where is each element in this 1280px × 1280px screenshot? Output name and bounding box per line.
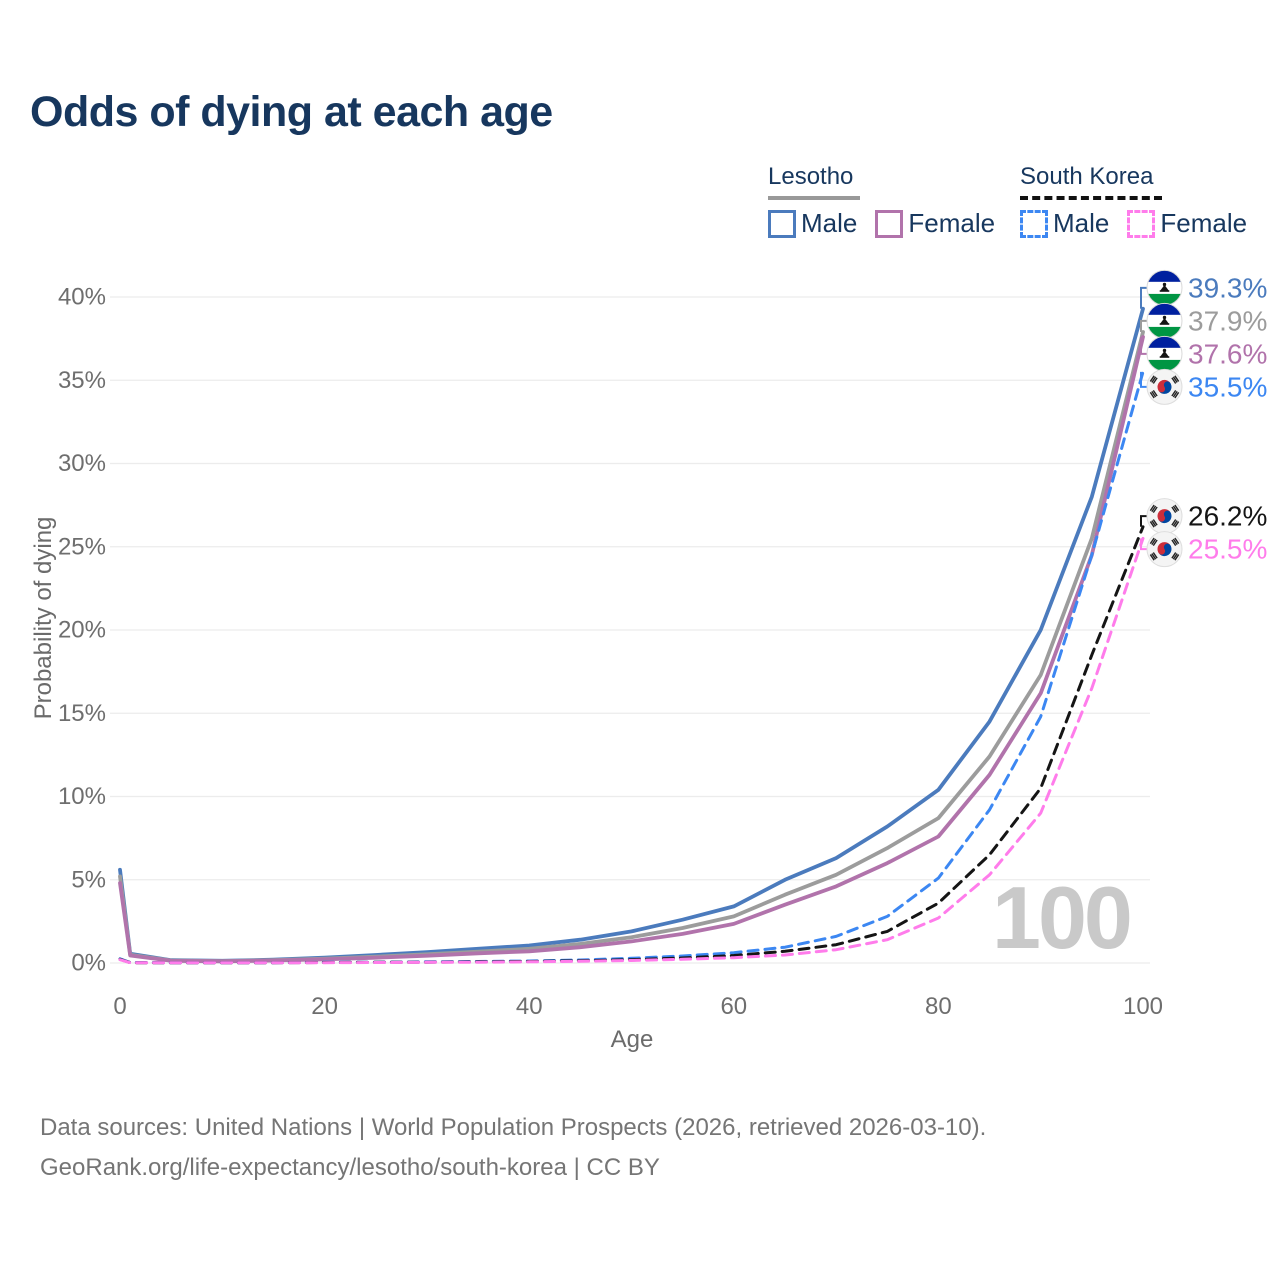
attribution-line: GeoRank.org/life-expectancy/lesotho/sout… (40, 1154, 660, 1181)
legend-item-south-korea-female[interactable]: Female (1127, 208, 1247, 239)
series-layer (118, 306, 1145, 965)
end-label-connector-south-korea-total (1140, 515, 1147, 527)
end-value-label-lesotho-female: 37.6% (1188, 338, 1267, 369)
y-tick-label: 10% (58, 783, 106, 810)
south-korea-male-swatch-icon (1020, 209, 1048, 238)
south-korea-flag-icon (1146, 368, 1183, 405)
end-value-label-south-korea-total: 26.2% (1188, 501, 1267, 532)
end-label-connector-lesotho-total (1140, 319, 1147, 332)
x-tick-label: 0 (113, 993, 126, 1020)
legend-header-lesotho[interactable]: Lesotho (768, 163, 854, 190)
legend-row-south-korea: Male Female (1020, 208, 1247, 239)
y-tick-label: 5% (71, 866, 106, 893)
legend-group-lesotho: Lesotho Male Female (768, 163, 995, 239)
line-lesotho-female[interactable] (118, 335, 1145, 964)
line-lesotho-male[interactable] (118, 306, 1145, 963)
lesotho-flag-icon (1147, 270, 1183, 306)
footer: Data sources: United Nations | World Pop… (40, 1108, 986, 1188)
legend-label-lesotho-male: Male (801, 208, 858, 238)
x-tick-label: 20 (311, 993, 338, 1020)
lesotho-male-swatch-icon (768, 209, 796, 238)
data-source-line: Data sources: United Nations | World Pop… (40, 1114, 987, 1141)
y-tick-label: 40% (58, 284, 106, 311)
lesotho-female-swatch-icon (875, 209, 904, 238)
y-tick-label: 0% (71, 950, 106, 977)
lesotho-flag-icon (1147, 336, 1183, 372)
y-tick-label: 15% (58, 700, 106, 727)
legend-header-south-korea[interactable]: South Korea (1020, 163, 1154, 190)
y-tick-label: 35% (58, 367, 106, 394)
south-korea-line-style-sample (1020, 196, 1162, 200)
end-value-label-lesotho-male: 39.3% (1188, 272, 1267, 303)
age-watermark: 100 (992, 868, 1133, 967)
legend-label-south-korea-female: Female (1160, 208, 1248, 238)
lesotho-flag-icon (1147, 303, 1183, 339)
y-tick-label: 30% (58, 450, 106, 477)
south-korea-flag-icon (1146, 531, 1183, 568)
x-tick-label: 100 (1123, 993, 1163, 1020)
legend: Lesotho Male Female South Korea Male (768, 163, 1268, 243)
end-value-label-south-korea-male: 35.5% (1188, 371, 1267, 402)
legend-group-south-korea: South Korea Male Female (1020, 163, 1247, 239)
end-label-connector-lesotho-female (1140, 337, 1147, 355)
x-tick-label: 40 (516, 993, 543, 1020)
end-value-label-lesotho-total: 37.9% (1188, 305, 1267, 336)
line-south-korea-female[interactable] (118, 536, 1145, 965)
lesotho-line-style-sample (768, 196, 860, 200)
legend-label-south-korea-male: Male (1053, 208, 1110, 238)
y-tick-label: 25% (58, 533, 106, 560)
line-south-korea-total[interactable] (118, 525, 1145, 965)
legend-label-lesotho-female: Female (908, 208, 996, 238)
south-korea-female-swatch-icon (1127, 209, 1156, 238)
legend-row-lesotho: Male Female (768, 208, 995, 239)
south-korea-flag-icon (1146, 498, 1183, 535)
end-label-layer: 39.3%37.9%37.6%35.5% 26.2%25.5% (1140, 270, 1267, 568)
line-lesotho-total[interactable] (118, 330, 1145, 964)
page-title: Odds of dying at each age (30, 88, 553, 136)
end-label-connector-south-korea-male (1140, 371, 1147, 388)
legend-item-south-korea-male[interactable]: Male (1020, 208, 1109, 239)
x-axis-title: Age (610, 1026, 654, 1053)
x-tick-label: 80 (925, 993, 952, 1020)
end-label-connector-south-korea-female (1140, 538, 1147, 551)
grid-layer: 0% 5% 10% 15% 20% 25% 30% 35% 40% 0 20 40 60 80 100 (58, 284, 1163, 1021)
legend-item-lesotho-male[interactable]: Male (768, 208, 857, 239)
x-tick-label: 60 (720, 993, 747, 1020)
end-label-connector-lesotho-male (1140, 286, 1147, 309)
y-tick-label: 20% (58, 617, 106, 644)
legend-item-lesotho-female[interactable]: Female (875, 208, 995, 239)
end-value-label-south-korea-female: 25.5% (1188, 534, 1267, 565)
